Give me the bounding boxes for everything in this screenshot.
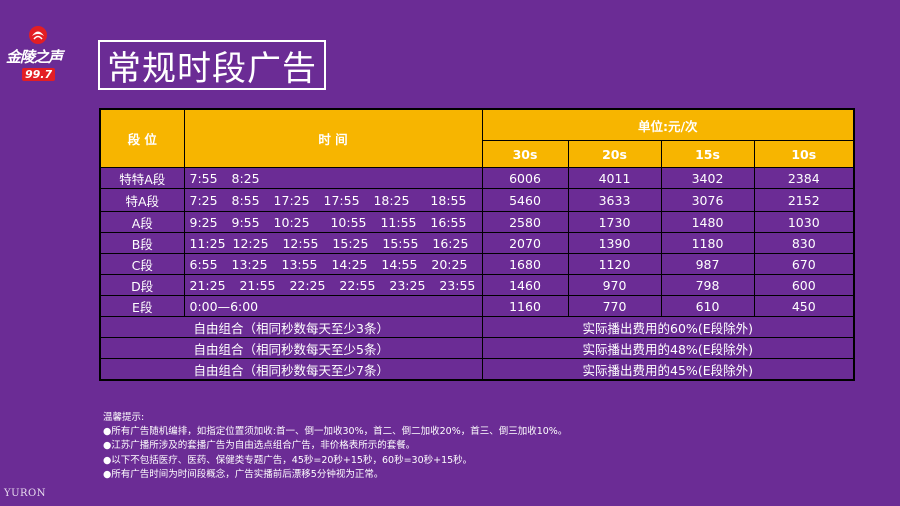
combo-row: 自由组合（相同秒数每天至少7条） 实际播出费用的45%(E段除外): [99, 358, 855, 381]
price-cell: 2580: [481, 211, 569, 233]
price-cell: 798: [660, 274, 755, 296]
price-cell: 1680: [481, 253, 569, 275]
notes-heading: 温馨提示:: [103, 412, 145, 423]
table-row: E段 0:00—6:00 1160 770 610 450: [99, 295, 855, 317]
header-duration: 15s: [660, 140, 755, 168]
price-cell: 987: [660, 253, 755, 275]
combo-label-cell: 自由组合（相同秒数每天至少5条）: [99, 337, 483, 359]
price-cell: 2384: [753, 167, 855, 189]
price-cell: 450: [753, 295, 855, 317]
segment-cell: E段: [99, 295, 185, 317]
note-item: ●江苏广播所涉及的套播广告为自由选点组合广告，非价格表所示的套餐。: [103, 440, 416, 452]
notes-section: 温馨提示: ●所有广告随机编排，如指定位置须加收:首一、倒一加收30%，首二、倒…: [103, 411, 567, 482]
combo-row: 自由组合（相同秒数每天至少5条） 实际播出费用的48%(E段除外): [99, 337, 855, 359]
segment-cell: 特特A段: [99, 167, 185, 189]
table-duration-row: 30s 20s 15s 10s: [100, 140, 855, 168]
time-cell: 7:25 8:55 17:25 17:55 18:25 18:55: [183, 188, 483, 212]
price-cell: 670: [753, 253, 855, 275]
segment-cell: A段: [99, 211, 185, 233]
segment-cell: C段: [99, 253, 185, 275]
header-duration: 20s: [567, 140, 662, 168]
header-unit: 单位:元/次: [481, 108, 855, 141]
segment-cell: B段: [99, 232, 185, 254]
table-header-row: 段 位 时 间 单位:元/次: [99, 108, 855, 168]
segment-cell: D段: [99, 274, 185, 296]
price-cell: 770: [567, 295, 662, 317]
price-cell: 1460: [481, 274, 569, 296]
header-duration: 10s: [753, 140, 855, 168]
station-logo: 金陵之声 99.7: [6, 24, 68, 96]
time-cell: 21:25 21:55 22:25 22:55 23:25 23:55 6:25: [183, 274, 483, 296]
note-item: ●所有广告时间为时间段概念，广告实播前后漂移5分钟视为正常。: [103, 468, 384, 480]
combo-label-cell: 自由组合（相同秒数每天至少3条）: [99, 316, 483, 338]
price-cell: 5460: [481, 188, 569, 212]
header-duration: 30s: [481, 140, 569, 168]
note-item: ●以下不包括医疗、医药、保健类专题广告，45秒=20秒+15秒，60秒=30秒+…: [103, 454, 473, 466]
price-cell: 3076: [660, 188, 755, 212]
note-item: ●所有广告随机编排，如指定位置须加收:首一、倒一加收30%，首二、倒二加收20%…: [103, 426, 568, 438]
price-cell: 830: [753, 232, 855, 254]
combo-row: 自由组合（相同秒数每天至少3条） 实际播出费用的60%(E段除外): [99, 316, 855, 338]
time-cell: 6:55 13:25 13:55 14:25 14:55 20:25 20:55: [183, 253, 483, 275]
flower-logo-icon: [29, 26, 47, 44]
time-cell: 7:55 8:25: [183, 167, 483, 189]
time-cell: 11:25 12:25 12:55 15:25 15:55 16:25 19:5…: [183, 232, 483, 254]
price-cell: 1180: [660, 232, 755, 254]
price-cell: 1120: [567, 253, 662, 275]
table-row: 特特A段 7:55 8:25 6006 4011 3402 2384: [99, 167, 855, 189]
time-cell: 0:00—6:00: [183, 295, 483, 317]
page-title: 常规时段广告: [98, 40, 326, 90]
price-cell: 600: [753, 274, 855, 296]
time-cell: 9:25 9:55 10:25 10:55 11:55 16:55: [183, 211, 483, 233]
price-cell: 610: [660, 295, 755, 317]
header-time: 时 间: [183, 108, 483, 168]
combo-discount-cell: 实际播出费用的48%(E段除外): [481, 337, 855, 359]
price-cell: 1480: [660, 211, 755, 233]
logo-frequency-badge: 99.7: [22, 68, 56, 81]
segment-cell: 特A段: [99, 188, 185, 212]
table-row: A段 9:25 9:55 10:25 10:55 11:55 16:55 2580 1…: [99, 211, 855, 233]
price-cell: 1390: [567, 232, 662, 254]
table-row: C段6:55 13:25 13:55 14:25 14:55 20:25 20:…: [99, 253, 855, 275]
table-row: 特A段 7:25 8:55 17:25 17:55 18:25 18:55 5460…: [99, 188, 855, 212]
price-cell: 3633: [567, 188, 662, 212]
price-cell: 2070: [481, 232, 569, 254]
price-cell: 1160: [481, 295, 569, 317]
price-cell: 6006: [481, 167, 569, 189]
combo-label-cell: 自由组合（相同秒数每天至少7条）: [99, 358, 483, 381]
combo-discount-cell: 实际播出费用的45%(E段除外): [481, 358, 855, 381]
rate-table: 段 位 时 间 单位:元/次 30s 20s 15s 10s 特特A段 7:55 …: [99, 108, 856, 381]
price-cell: 2152: [753, 188, 855, 212]
price-cell: 970: [567, 274, 662, 296]
combo-discount-cell: 实际播出费用的60%(E段除外): [481, 316, 855, 338]
header-segment: 段 位: [99, 108, 185, 168]
price-cell: 1030: [753, 211, 855, 233]
watermark: YURON: [4, 488, 47, 499]
price-cell: 1730: [567, 211, 662, 233]
price-cell: 4011: [567, 167, 662, 189]
logo-brand-text: 金陵之声: [6, 48, 63, 66]
price-cell: 3402: [660, 167, 755, 189]
